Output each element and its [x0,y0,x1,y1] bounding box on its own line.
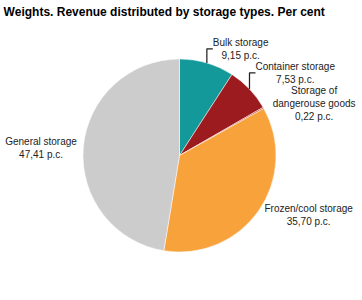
svg-text:Storage ofdangerouse goods0,22: Storage ofdangerouse goods0,22 p.c. [273,85,356,122]
svg-text:General storage47,41 p.c.: General storage47,41 p.c. [5,136,77,160]
svg-text:Weights. Revenue distributed b: Weights. Revenue distributed by storage … [4,5,325,19]
svg-text:Bulk storage9,15 p.c.: Bulk storage9,15 p.c. [213,37,269,61]
svg-text:Frozen/cool storage35,70 p.c.: Frozen/cool storage35,70 p.c. [264,203,353,227]
svg-text:Container storage7,53 p.c.: Container storage7,53 p.c. [255,61,335,85]
